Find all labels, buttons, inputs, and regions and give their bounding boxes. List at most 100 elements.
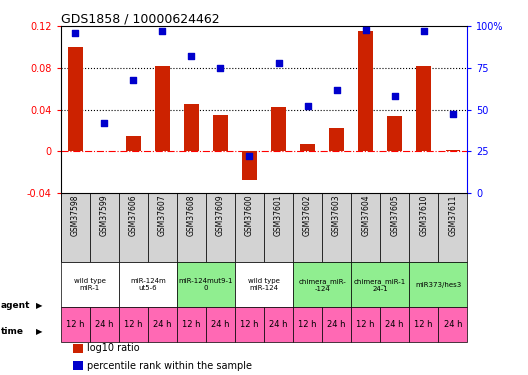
Point [361,27,370,33]
Bar [446,150,460,151]
Text: GSM37599: GSM37599 [100,194,109,236]
Bar [351,262,409,307]
Bar [409,307,438,342]
Bar [73,361,83,370]
Point [303,103,312,109]
Bar [380,307,409,342]
Point [245,153,254,159]
Text: time: time [1,327,24,336]
Text: GSM37607: GSM37607 [158,194,167,236]
Bar [409,193,438,262]
Point [129,76,137,82]
Bar [264,307,293,342]
Bar [322,193,351,262]
Bar [206,307,235,342]
Bar [119,262,177,307]
Point [158,28,167,34]
Text: GSM37601: GSM37601 [274,194,283,236]
Bar [293,262,351,307]
Text: GSM37598: GSM37598 [71,194,80,236]
Text: 24 h: 24 h [269,320,288,329]
Point [391,93,399,99]
Text: GSM37610: GSM37610 [419,194,428,236]
Text: 12 h: 12 h [182,320,201,329]
Text: wild type
miR-1: wild type miR-1 [74,278,106,291]
Text: GSM37609: GSM37609 [216,194,225,236]
Bar [264,193,293,262]
Bar [351,307,380,342]
Bar [73,344,83,352]
Text: 12 h: 12 h [356,320,375,329]
Bar [438,193,467,262]
Bar [380,193,409,262]
Bar [177,307,206,342]
Bar [409,262,467,307]
Text: percentile rank within the sample: percentile rank within the sample [87,361,252,370]
Text: 12 h: 12 h [414,320,433,329]
Text: GSM37611: GSM37611 [448,194,457,236]
Text: agent: agent [1,301,31,310]
Text: wild type
miR-124: wild type miR-124 [248,278,280,291]
Bar [119,193,148,262]
Text: GSM37602: GSM37602 [303,194,312,236]
Bar [359,32,373,151]
Text: chimera_miR-
-124: chimera_miR- -124 [298,278,346,291]
Bar [61,193,90,262]
Bar [155,66,169,151]
Bar [61,307,90,342]
Bar [90,307,119,342]
Text: GSM37608: GSM37608 [187,194,196,236]
Bar [351,193,380,262]
Text: 24 h: 24 h [444,320,462,329]
Bar [148,307,177,342]
Bar [126,135,140,151]
Bar [235,193,264,262]
Text: 24 h: 24 h [327,320,346,329]
Text: GSM37603: GSM37603 [332,194,341,236]
Bar [417,66,431,151]
Bar [388,116,402,151]
Point [100,120,109,126]
Text: miR-124m
ut5-6: miR-124m ut5-6 [130,278,166,291]
Text: 24 h: 24 h [385,320,404,329]
Bar [322,307,351,342]
Point [449,111,457,117]
Bar [300,144,315,151]
Text: 12 h: 12 h [124,320,143,329]
Bar [293,193,322,262]
Bar [235,262,293,307]
Bar [206,193,235,262]
Point [216,65,225,71]
Text: GSM37604: GSM37604 [361,194,370,236]
Text: GSM37600: GSM37600 [245,194,254,236]
Point [333,87,341,93]
Bar [242,151,257,180]
Bar [177,193,206,262]
Text: 12 h: 12 h [298,320,317,329]
Text: 12 h: 12 h [240,320,259,329]
Bar [235,307,264,342]
Text: ▶: ▶ [36,301,42,310]
Bar [148,193,177,262]
Text: miR-124mut9-1
0: miR-124mut9-1 0 [178,278,233,291]
Text: 12 h: 12 h [66,320,84,329]
Text: 24 h: 24 h [153,320,172,329]
Text: 24 h: 24 h [211,320,230,329]
Bar [177,262,235,307]
Point [420,28,428,34]
Point [187,53,196,59]
Bar [68,47,82,151]
Text: chimera_miR-1
24-1: chimera_miR-1 24-1 [354,278,406,291]
Bar [438,307,467,342]
Text: GSM37606: GSM37606 [129,194,138,236]
Bar [119,307,148,342]
Text: GSM37605: GSM37605 [390,194,399,236]
Text: log10 ratio: log10 ratio [87,343,140,353]
Text: miR373/hes3: miR373/hes3 [415,282,461,288]
Text: GDS1858 / 10000624462: GDS1858 / 10000624462 [61,12,219,25]
Point [275,60,283,66]
Bar [271,107,286,151]
Bar [329,128,344,151]
Text: ▶: ▶ [36,327,42,336]
Bar [213,115,228,151]
